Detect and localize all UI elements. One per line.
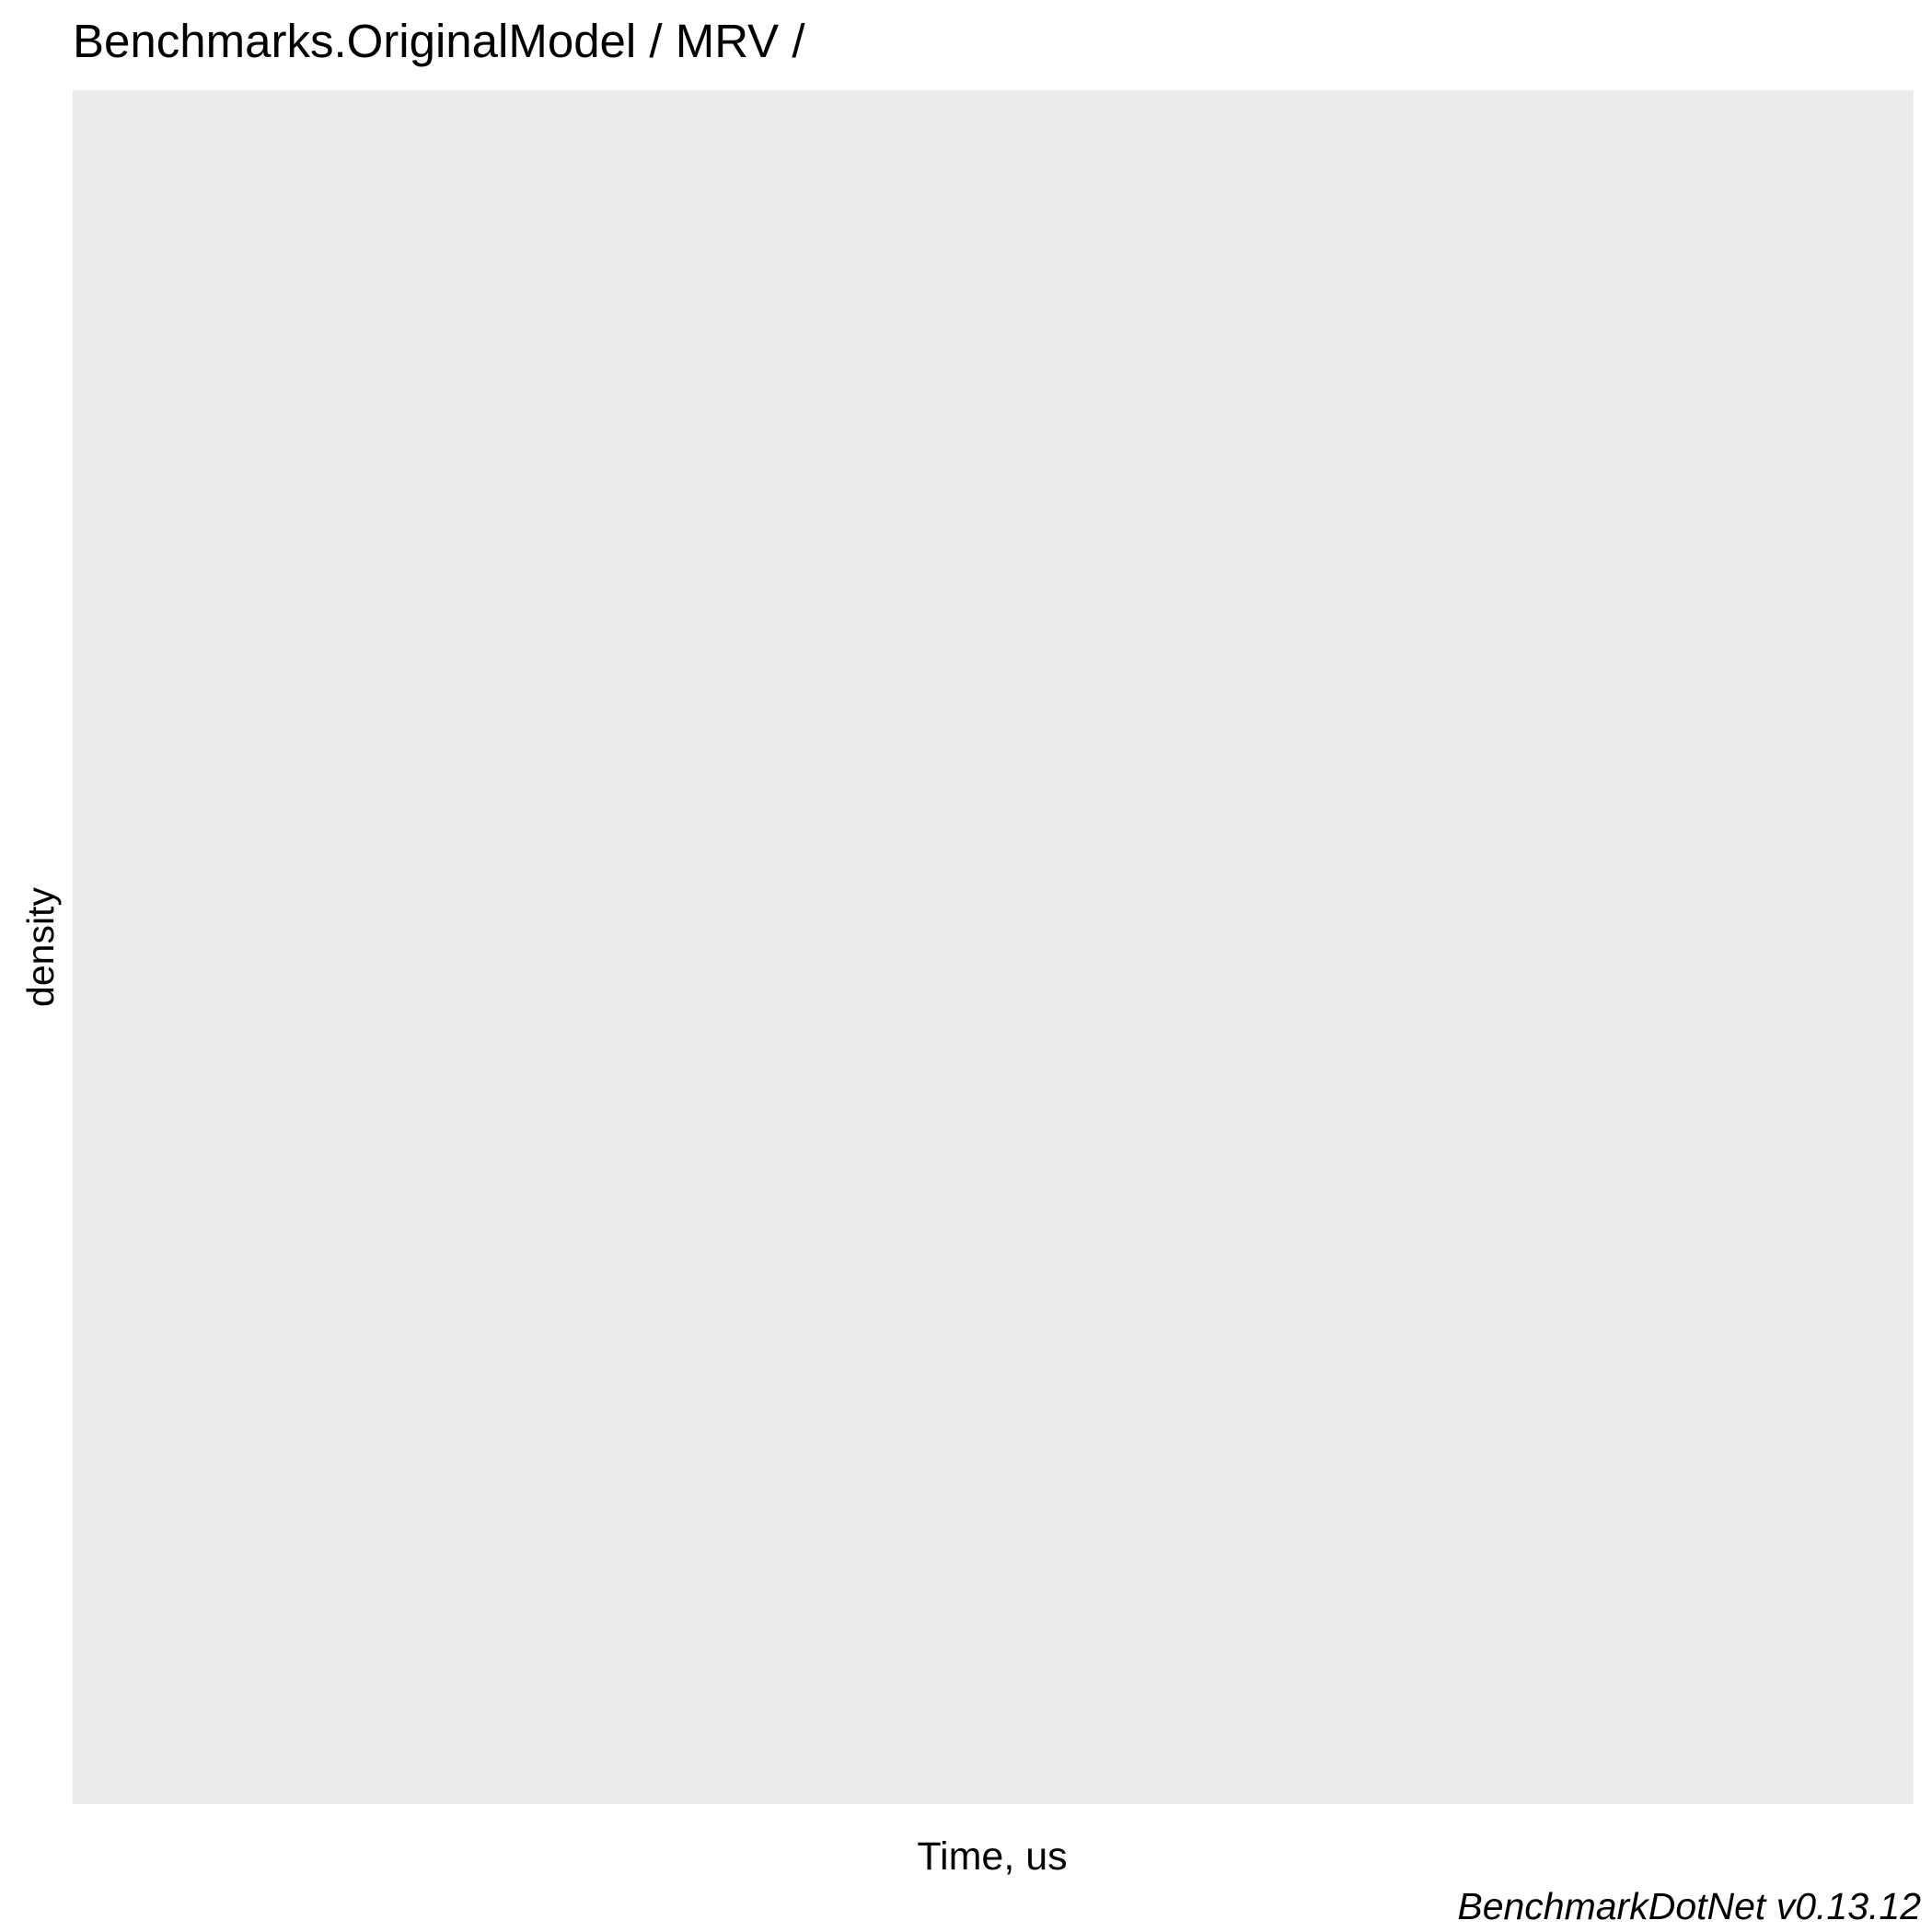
panel-background xyxy=(73,90,1914,1804)
y-axis-label: density xyxy=(19,887,62,1007)
x-axis-label: Time, us xyxy=(917,1834,1068,1879)
plot-area-svg xyxy=(73,90,1914,1804)
benchmarkdotnet-caption: BenchmarkDotNet v0.13.12 xyxy=(1457,1885,1921,1927)
plot-panel xyxy=(73,90,1914,1804)
plot-title: Benchmarks.OriginalModel / MRV / xyxy=(73,15,805,67)
